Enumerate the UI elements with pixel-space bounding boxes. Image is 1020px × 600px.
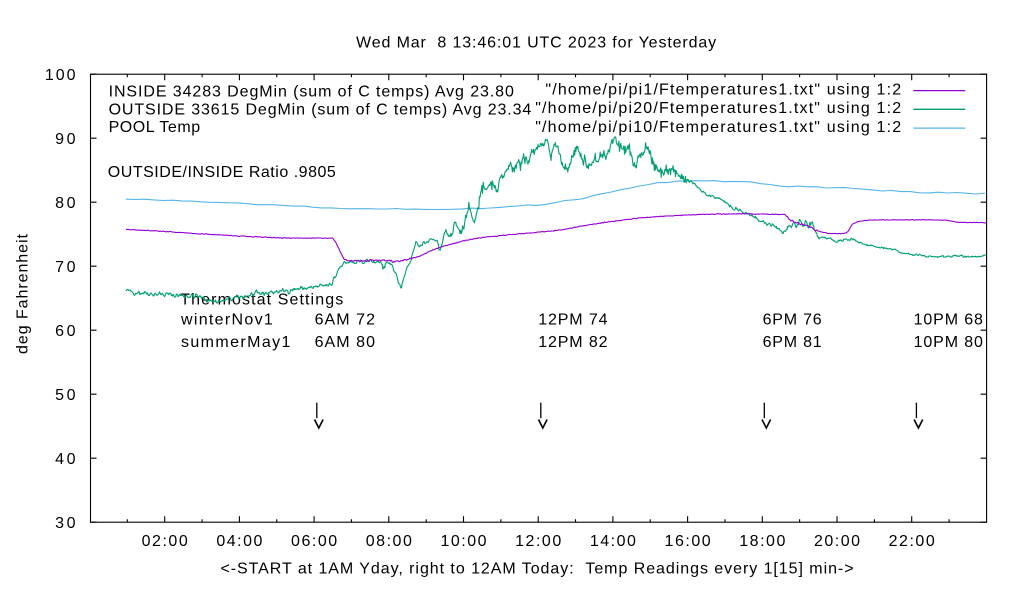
svg-text:02:00: 02:00 [142, 533, 188, 550]
svg-text:winterNov1: winterNov1 [180, 312, 273, 329]
svg-text:Thermostat Settings: Thermostat Settings [180, 292, 343, 309]
svg-text:summerMay1: summerMay1 [181, 334, 290, 351]
svg-text:Wed Mar 8 13:46:01 UTC 2023 f: Wed Mar 8 13:46:01 UTC 2023 for Yesterda… [356, 35, 716, 52]
svg-text:INSIDE 34283 DegMin (sum of C: INSIDE 34283 DegMin (sum of C temps) Avg… [109, 84, 514, 101]
svg-text:04:00: 04:00 [216, 533, 262, 550]
svg-text:6PM 76: 6PM 76 [763, 312, 822, 329]
svg-text:6PM 81: 6PM 81 [763, 334, 822, 351]
svg-text:18:00: 18:00 [739, 533, 785, 550]
svg-text:POOL Temp: POOL Temp [109, 119, 201, 136]
svg-text:12:00: 12:00 [515, 533, 561, 550]
svg-text:"/home/pi/pi20/Ftemperatures1.: "/home/pi/pi20/Ftemperatures1.txt" using… [535, 100, 901, 117]
svg-text:"/home/pi/pi1/Ftemperatures1.t: "/home/pi/pi1/Ftemperatures1.txt" using … [545, 81, 901, 98]
svg-text:10PM 68: 10PM 68 [914, 312, 983, 329]
svg-text:22:00: 22:00 [889, 533, 935, 550]
svg-text:06:00: 06:00 [291, 533, 337, 550]
svg-text:OUTSIDE/INSIDE Ratio .9805: OUTSIDE/INSIDE Ratio .9805 [108, 164, 336, 181]
svg-text:10:00: 10:00 [440, 533, 486, 550]
svg-text:20:00: 20:00 [814, 533, 860, 550]
svg-text:<-START at 1AM Yday, right to: <-START at 1AM Yday, right to 12AM Today… [220, 560, 853, 577]
svg-text:08:00: 08:00 [366, 533, 412, 550]
svg-text:6AM 80: 6AM 80 [315, 334, 375, 351]
svg-text:6AM 72: 6AM 72 [315, 312, 375, 329]
svg-text:12PM 74: 12PM 74 [538, 312, 607, 329]
svg-text:12PM 82: 12PM 82 [538, 334, 607, 351]
svg-text:16:00: 16:00 [665, 533, 711, 550]
svg-text:10PM 80: 10PM 80 [914, 334, 983, 351]
svg-text:"/home/pi/pi10/Ftemperatures1.: "/home/pi/pi10/Ftemperatures1.txt" using… [535, 119, 901, 136]
svg-text:OUTSIDE 33615 DegMin (sum of C: OUTSIDE 33615 DegMin (sum of C temps) Av… [109, 101, 532, 118]
svg-text:14:00: 14:00 [590, 533, 636, 550]
svg-text:100: 100 [45, 67, 76, 84]
svg-text:deg Fahrenheit: deg Fahrenheit [15, 234, 32, 354]
